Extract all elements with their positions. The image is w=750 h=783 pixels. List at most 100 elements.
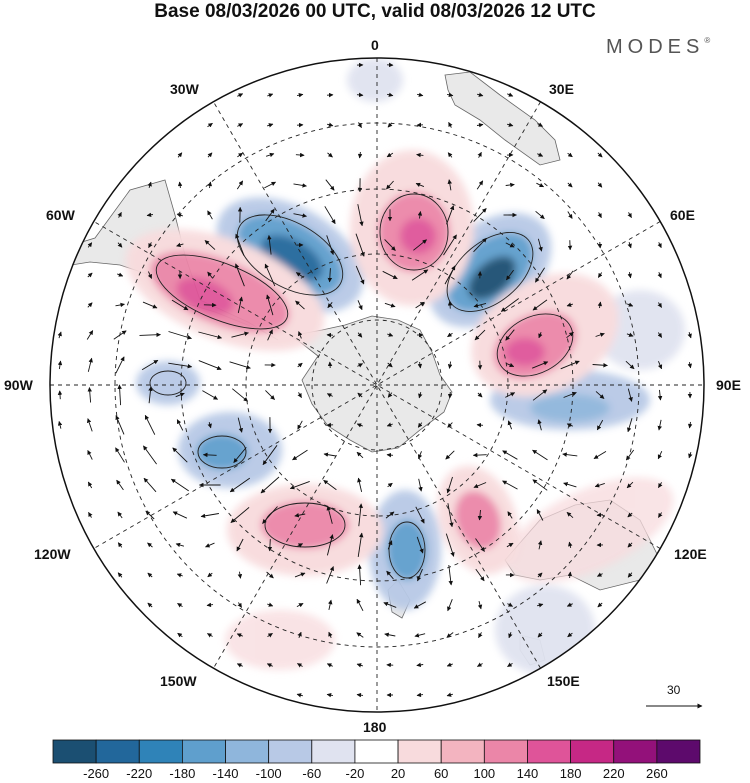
wind-vector: [297, 543, 303, 548]
wind-vector: [507, 420, 513, 430]
contour-line: [388, 521, 426, 579]
map-border: [49, 57, 705, 713]
wind-vector: [172, 447, 188, 463]
wind-vector: [597, 572, 603, 577]
wind-vector: [507, 92, 514, 97]
wind-vector: [476, 180, 484, 190]
wind-vector: [115, 356, 125, 374]
wind-vector: [627, 572, 633, 578]
wind-vector: [415, 182, 425, 188]
wind-vector: [478, 632, 483, 638]
wind-vector: [266, 294, 274, 316]
wind-vector: [473, 208, 487, 222]
wind-vector: [237, 93, 244, 98]
wind-vector: [386, 570, 394, 580]
contour-line: [155, 254, 289, 330]
wind-vector: [384, 302, 396, 308]
colorbar-swatch: [656, 739, 701, 764]
wind-vector: [567, 152, 573, 158]
wind-vector: [476, 92, 484, 97]
wind-vector: [626, 418, 633, 433]
graticule: [50, 58, 704, 712]
wind-vector: [229, 361, 251, 370]
wind-vector: [116, 479, 124, 491]
wind-vector: [206, 602, 214, 608]
wind-vector: [177, 632, 183, 638]
wind-vector: [417, 422, 423, 428]
wind-vector: [170, 478, 189, 492]
wind-vector: [115, 447, 125, 463]
wind-vector: [477, 600, 483, 610]
wind-vector: [142, 301, 158, 309]
wind-vector: [139, 332, 161, 338]
lon-label-90e: 90E: [716, 377, 741, 393]
lon-label-150e: 150E: [547, 673, 580, 689]
wind-vector: [231, 331, 249, 338]
wind-vector: [356, 92, 364, 98]
wind-vector: [326, 663, 333, 668]
wind-vector: [293, 183, 307, 188]
wind-vector: [86, 418, 93, 432]
wind-vector: [687, 331, 692, 339]
wind-vector: [265, 152, 275, 158]
wind-vector: [289, 480, 310, 490]
wind-vector: [87, 387, 92, 403]
wind-vector: [295, 272, 304, 278]
wind-vector: [416, 92, 424, 97]
contour-line: [264, 502, 346, 548]
wind-vector: [507, 511, 513, 519]
wind-vector: [294, 513, 306, 518]
wind-vector: [537, 122, 543, 127]
wind-vector: [207, 633, 213, 638]
wind-vector: [356, 692, 364, 698]
wind-vector: [687, 362, 692, 369]
colorbar-swatch: [311, 739, 356, 764]
wind-vector: [383, 601, 397, 608]
wind-vector: [447, 152, 453, 158]
wind-vector: [627, 388, 633, 402]
wind-vector: [417, 211, 423, 219]
wind-vector: [500, 298, 519, 312]
wind-vector: [387, 540, 393, 550]
wind-vector: [172, 511, 188, 519]
contour-line: [496, 313, 574, 377]
anomaly-blob: [400, 218, 436, 254]
wind-vector: [87, 357, 93, 372]
wind-vector: [202, 452, 217, 458]
wind-vector: [595, 332, 605, 337]
wind-vector: [597, 212, 602, 219]
wind-vector: [168, 331, 192, 340]
wind-vector: [537, 152, 544, 157]
wind-vector: [266, 123, 274, 128]
wind-vector: [532, 389, 548, 401]
colorbar-tick-label: -60: [302, 766, 322, 781]
wind-vector: [266, 571, 274, 579]
wind-vector: [267, 539, 273, 552]
colorbar-tick-label: -260: [83, 766, 110, 781]
wind-vector: [567, 182, 573, 188]
wind-vector: [232, 388, 249, 402]
contours: [149, 193, 574, 579]
wind-vector: [198, 331, 223, 340]
wind-vector: [447, 503, 454, 528]
wind-vector: [57, 331, 62, 339]
wind-vector: [171, 299, 189, 311]
wind-vector: [447, 422, 453, 428]
anomaly-blob: [495, 585, 595, 675]
wind-vector: [326, 235, 335, 256]
colorbar-swatch: [527, 739, 572, 764]
wind-vector: [325, 179, 335, 191]
wind-vector: [448, 122, 453, 128]
wind-vector: [176, 242, 184, 247]
colorbar-swatch: [95, 739, 140, 764]
wind-vector: [657, 242, 662, 249]
wind-vector: [141, 359, 159, 371]
wind-vector: [508, 632, 513, 639]
wind-vector: [356, 663, 364, 668]
wind-vector: [355, 265, 365, 285]
wind-vector: [657, 389, 663, 401]
wind-vector: [567, 571, 573, 579]
lon-label-60e: 60E: [670, 207, 695, 223]
wind-vector: [505, 329, 515, 341]
wind-vector: [207, 152, 213, 158]
